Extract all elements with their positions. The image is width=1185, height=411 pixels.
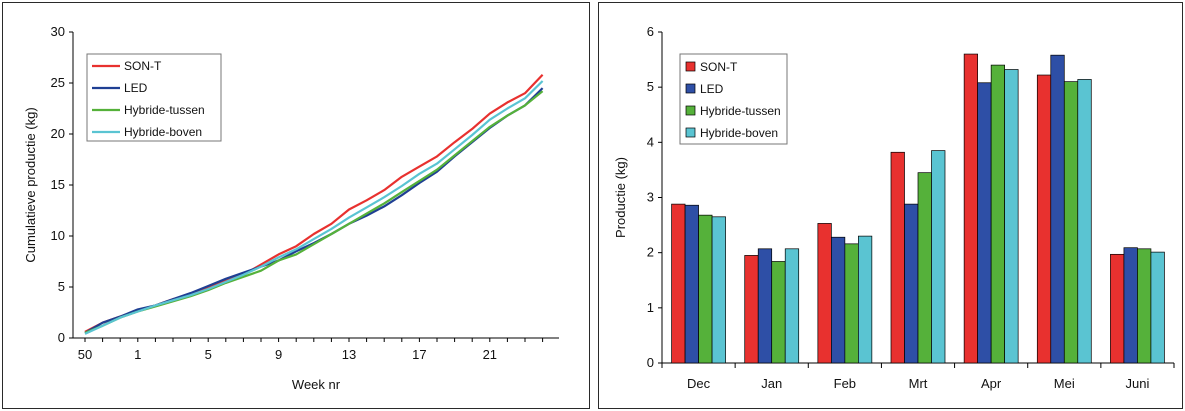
bar	[917, 172, 932, 364]
legend-swatch	[685, 83, 696, 94]
x-tick-label: 5	[205, 347, 212, 362]
x-tick-label: Apr	[981, 376, 1002, 391]
bar	[904, 203, 919, 364]
legend-swatch	[685, 127, 696, 138]
x-tick-label: 17	[412, 347, 426, 362]
y-tick-label: 6	[647, 24, 654, 39]
bar	[1123, 247, 1138, 364]
legend-swatch	[685, 61, 696, 72]
bar	[1004, 69, 1019, 364]
legend-label: Hybride-boven	[124, 125, 202, 139]
legend: SON-T LED Hybride-tussen Hybride-boven	[679, 53, 788, 145]
bar	[1036, 74, 1052, 364]
legend-box	[86, 53, 222, 142]
bar	[1150, 251, 1165, 364]
y-tick-label: 25	[51, 75, 65, 90]
bar	[1050, 54, 1065, 364]
series-line	[84, 80, 544, 335]
x-tick-label: Mrt	[909, 376, 928, 391]
y-tick-label: 20	[51, 126, 65, 141]
legend-label: Hybride-tussen	[124, 103, 205, 117]
bar	[858, 235, 873, 364]
x-tick-label: 21	[483, 347, 497, 362]
bar	[844, 243, 859, 364]
y-tick-label: 5	[58, 279, 65, 294]
x-tick-label: 1	[134, 347, 141, 362]
x-tick-label: 9	[275, 347, 282, 362]
x-tick-label: Feb	[834, 376, 856, 391]
bar	[744, 255, 759, 364]
legend-label: Hybride-boven	[700, 126, 778, 140]
y-tick-label: 1	[647, 300, 654, 315]
bar	[931, 150, 946, 364]
bar-chart: 0 1 2 3 4 5 6 Dec Jan Feb Mrt Apr Mei Juni Productie (…	[613, 24, 1175, 391]
bar	[698, 214, 713, 364]
x-axis-title: Week nr	[292, 377, 341, 392]
y-axis-title: Cumulatieve productie (kg)	[23, 107, 38, 262]
legend-label: SON-T	[700, 60, 738, 74]
legend-swatch	[685, 105, 696, 116]
bar	[1063, 81, 1079, 364]
bar	[990, 64, 1005, 364]
bar	[831, 236, 846, 364]
bar	[1110, 253, 1125, 364]
x-tick-label: 13	[342, 347, 356, 362]
y-tick-label: 0	[58, 330, 65, 345]
legend-label: SON-T	[124, 59, 162, 73]
bar	[771, 261, 786, 364]
y-tick-label: 10	[51, 228, 65, 243]
bar	[817, 223, 832, 364]
legend-box	[679, 53, 788, 145]
bar	[1077, 79, 1092, 364]
y-tick-label: 15	[51, 177, 65, 192]
bar	[963, 53, 978, 364]
legend-label: Hybride-tussen	[700, 104, 781, 118]
x-tick-label: 50	[78, 347, 92, 362]
bar-chart-panel: 0 1 2 3 4 5 6 Dec Jan Feb Mrt Apr Mei Juni Productie (…	[598, 2, 1183, 409]
line-chart-panel: 0 5 10 15 20 25 30 50 1 5 9 13 17 21 Week nr Cumulatiev…	[2, 2, 590, 409]
x-tick-label: Mei	[1054, 376, 1075, 391]
bar	[671, 203, 686, 364]
y-tick-label: 0	[647, 355, 654, 370]
y-tick-label: 4	[647, 134, 654, 149]
y-tick-label: 2	[647, 245, 654, 260]
legend-label: LED	[124, 81, 148, 95]
bar	[784, 248, 800, 364]
y-tick-label: 3	[647, 190, 654, 205]
y-axis-title: Productie (kg)	[613, 157, 628, 238]
y-tick-label: 5	[647, 79, 654, 94]
bar	[977, 82, 992, 364]
bar	[890, 151, 905, 364]
legend-label: LED	[700, 82, 724, 96]
x-tick-label: Juni	[1125, 376, 1149, 391]
bar	[757, 248, 773, 364]
legend: SON-T LED Hybride-tussen Hybride-boven	[86, 53, 222, 142]
bar	[1137, 248, 1152, 364]
bar	[684, 204, 699, 364]
x-tick-label: Dec	[687, 376, 711, 391]
y-tick-label: 30	[51, 24, 65, 39]
bar	[711, 216, 726, 364]
x-tick-label: Jan	[761, 376, 782, 391]
